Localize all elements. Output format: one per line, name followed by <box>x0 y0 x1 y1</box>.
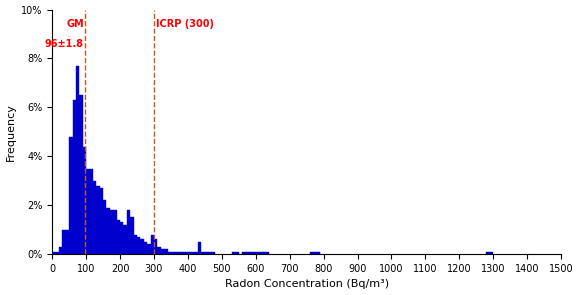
Bar <box>130 217 134 254</box>
Bar <box>120 222 123 254</box>
Bar <box>107 208 110 254</box>
Bar <box>161 249 164 254</box>
Bar <box>188 252 191 254</box>
Bar <box>123 225 127 254</box>
Bar <box>208 252 212 254</box>
Bar <box>167 252 171 254</box>
Bar <box>154 240 157 254</box>
Bar <box>151 235 154 254</box>
Bar <box>147 244 151 254</box>
Bar <box>171 252 174 254</box>
Bar <box>490 252 493 254</box>
Bar <box>117 220 120 254</box>
Bar <box>245 252 249 254</box>
Bar <box>164 249 167 254</box>
Bar <box>249 252 252 254</box>
Bar <box>79 95 83 254</box>
Bar <box>486 252 490 254</box>
Bar <box>266 252 269 254</box>
Bar <box>96 186 100 254</box>
Text: ICRP (300): ICRP (300) <box>156 19 214 29</box>
Bar <box>157 247 161 254</box>
Bar <box>178 252 181 254</box>
Bar <box>256 252 259 254</box>
Bar <box>113 210 117 254</box>
Bar <box>310 252 313 254</box>
Bar <box>195 252 198 254</box>
Bar <box>185 252 188 254</box>
Bar <box>103 200 107 254</box>
Bar <box>56 252 59 254</box>
Bar <box>144 242 147 254</box>
Bar <box>86 168 90 254</box>
Y-axis label: Frequency: Frequency <box>6 103 16 161</box>
Bar <box>76 66 79 254</box>
Bar <box>69 137 72 254</box>
Bar <box>137 237 141 254</box>
Bar <box>72 100 76 254</box>
Bar <box>232 252 236 254</box>
Bar <box>83 147 86 254</box>
Bar <box>174 252 178 254</box>
Bar <box>191 252 195 254</box>
Bar <box>93 181 96 254</box>
Bar <box>52 252 56 254</box>
Bar <box>66 230 69 254</box>
Bar <box>259 252 262 254</box>
Bar <box>141 240 144 254</box>
Bar <box>201 252 205 254</box>
Bar <box>262 252 266 254</box>
Bar <box>134 235 137 254</box>
Bar <box>212 252 215 254</box>
Bar <box>198 242 201 254</box>
Bar <box>90 168 93 254</box>
Bar <box>313 252 317 254</box>
Bar <box>236 252 239 254</box>
Text: GM: GM <box>66 19 84 29</box>
Bar <box>317 252 320 254</box>
Bar <box>205 252 208 254</box>
Bar <box>59 247 63 254</box>
Bar <box>242 252 245 254</box>
Bar <box>63 230 66 254</box>
X-axis label: Radon Concentration (Bq/m³): Radon Concentration (Bq/m³) <box>225 279 389 289</box>
Bar <box>252 252 256 254</box>
Bar <box>181 252 185 254</box>
Bar <box>100 188 103 254</box>
Text: 96±1.8: 96±1.8 <box>45 39 84 49</box>
Bar <box>110 210 113 254</box>
Bar <box>127 210 130 254</box>
